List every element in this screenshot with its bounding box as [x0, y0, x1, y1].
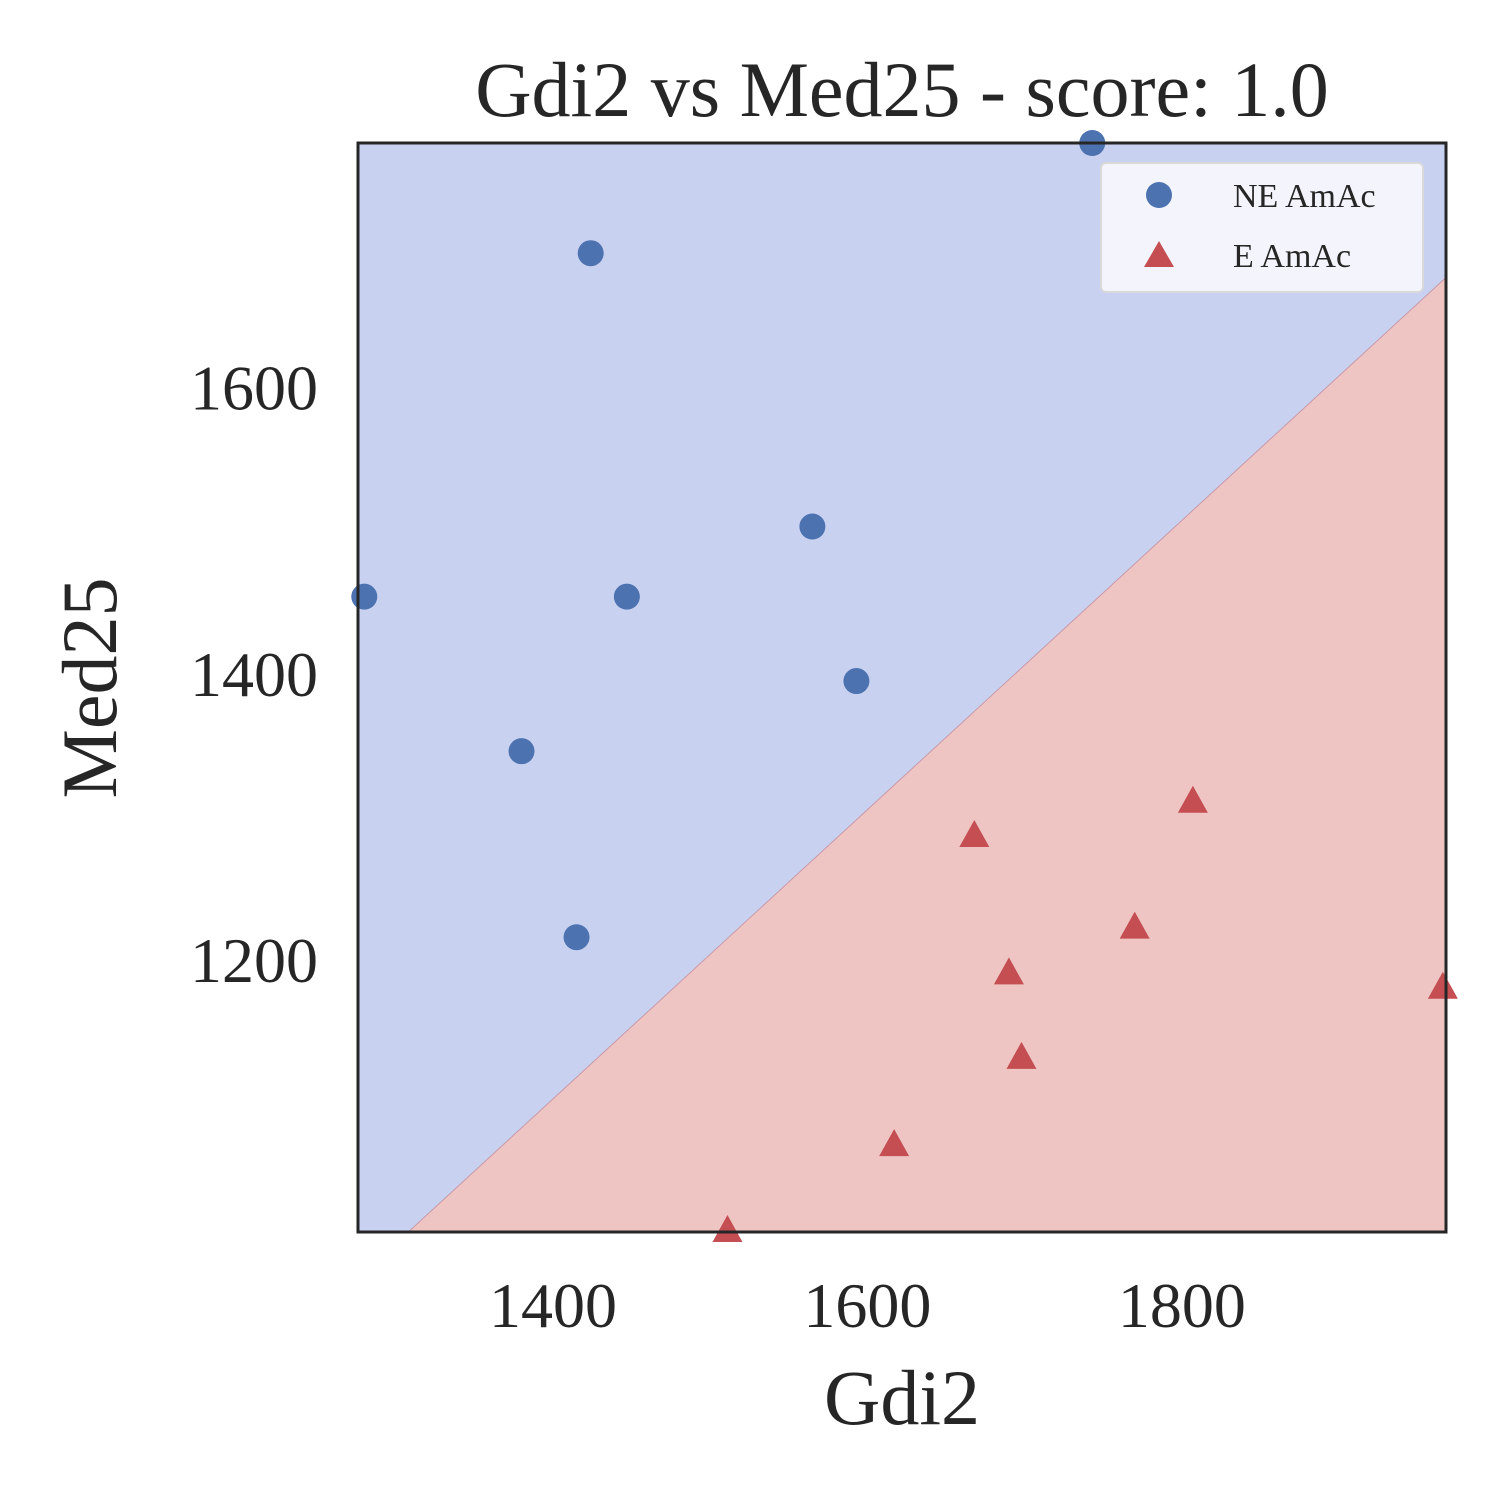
x-tick-label: 1800 [1118, 1270, 1246, 1341]
e-amac-point [993, 957, 1024, 985]
e-amac-point [879, 1129, 910, 1157]
y-axis-label: Med25 [46, 578, 133, 799]
e-amac-point [712, 1215, 743, 1242]
ne-amac-point [563, 924, 590, 951]
legend-ne-marker [1146, 182, 1172, 208]
ne-amac-point [843, 668, 870, 695]
y-axis-ticks: 1200 1400 1600 [190, 353, 318, 996]
legend-e-marker [1144, 241, 1174, 267]
data-markers [351, 130, 1458, 1242]
chart-title: Gdi2 vs Med25 - score: 1.0 [475, 46, 1329, 133]
e-amac-point [959, 820, 990, 848]
legend-e-label: E AmAc [1233, 238, 1351, 275]
ne-amac-point [577, 240, 604, 267]
x-axis-ticks: 1400 1600 1800 [489, 1270, 1246, 1341]
plot-area [351, 130, 1458, 1242]
ne-amac-point [613, 583, 640, 610]
x-axis-label: Gdi2 [824, 1354, 980, 1441]
x-tick-label: 1400 [489, 1270, 617, 1341]
decision-boundary [407, 277, 1447, 1233]
y-tick-label: 1400 [190, 639, 318, 710]
ne-amac-point [508, 738, 535, 765]
ne-amac-point [799, 513, 826, 540]
ne-amac-point [351, 583, 378, 610]
legend-ne-label: NE AmAc [1233, 178, 1376, 215]
plot-frame [356, 141, 1448, 1234]
x-tick-label: 1600 [803, 1270, 931, 1341]
legend: NE AmAc E AmAc [1100, 162, 1424, 293]
e-amac-point [1119, 911, 1150, 939]
y-tick-label: 1600 [190, 353, 318, 424]
e-amac-point [1177, 785, 1208, 813]
y-tick-label: 1200 [190, 925, 318, 996]
e-amac-point [1006, 1041, 1037, 1069]
legend-box [1100, 162, 1424, 293]
e-amac-point [1427, 971, 1458, 999]
